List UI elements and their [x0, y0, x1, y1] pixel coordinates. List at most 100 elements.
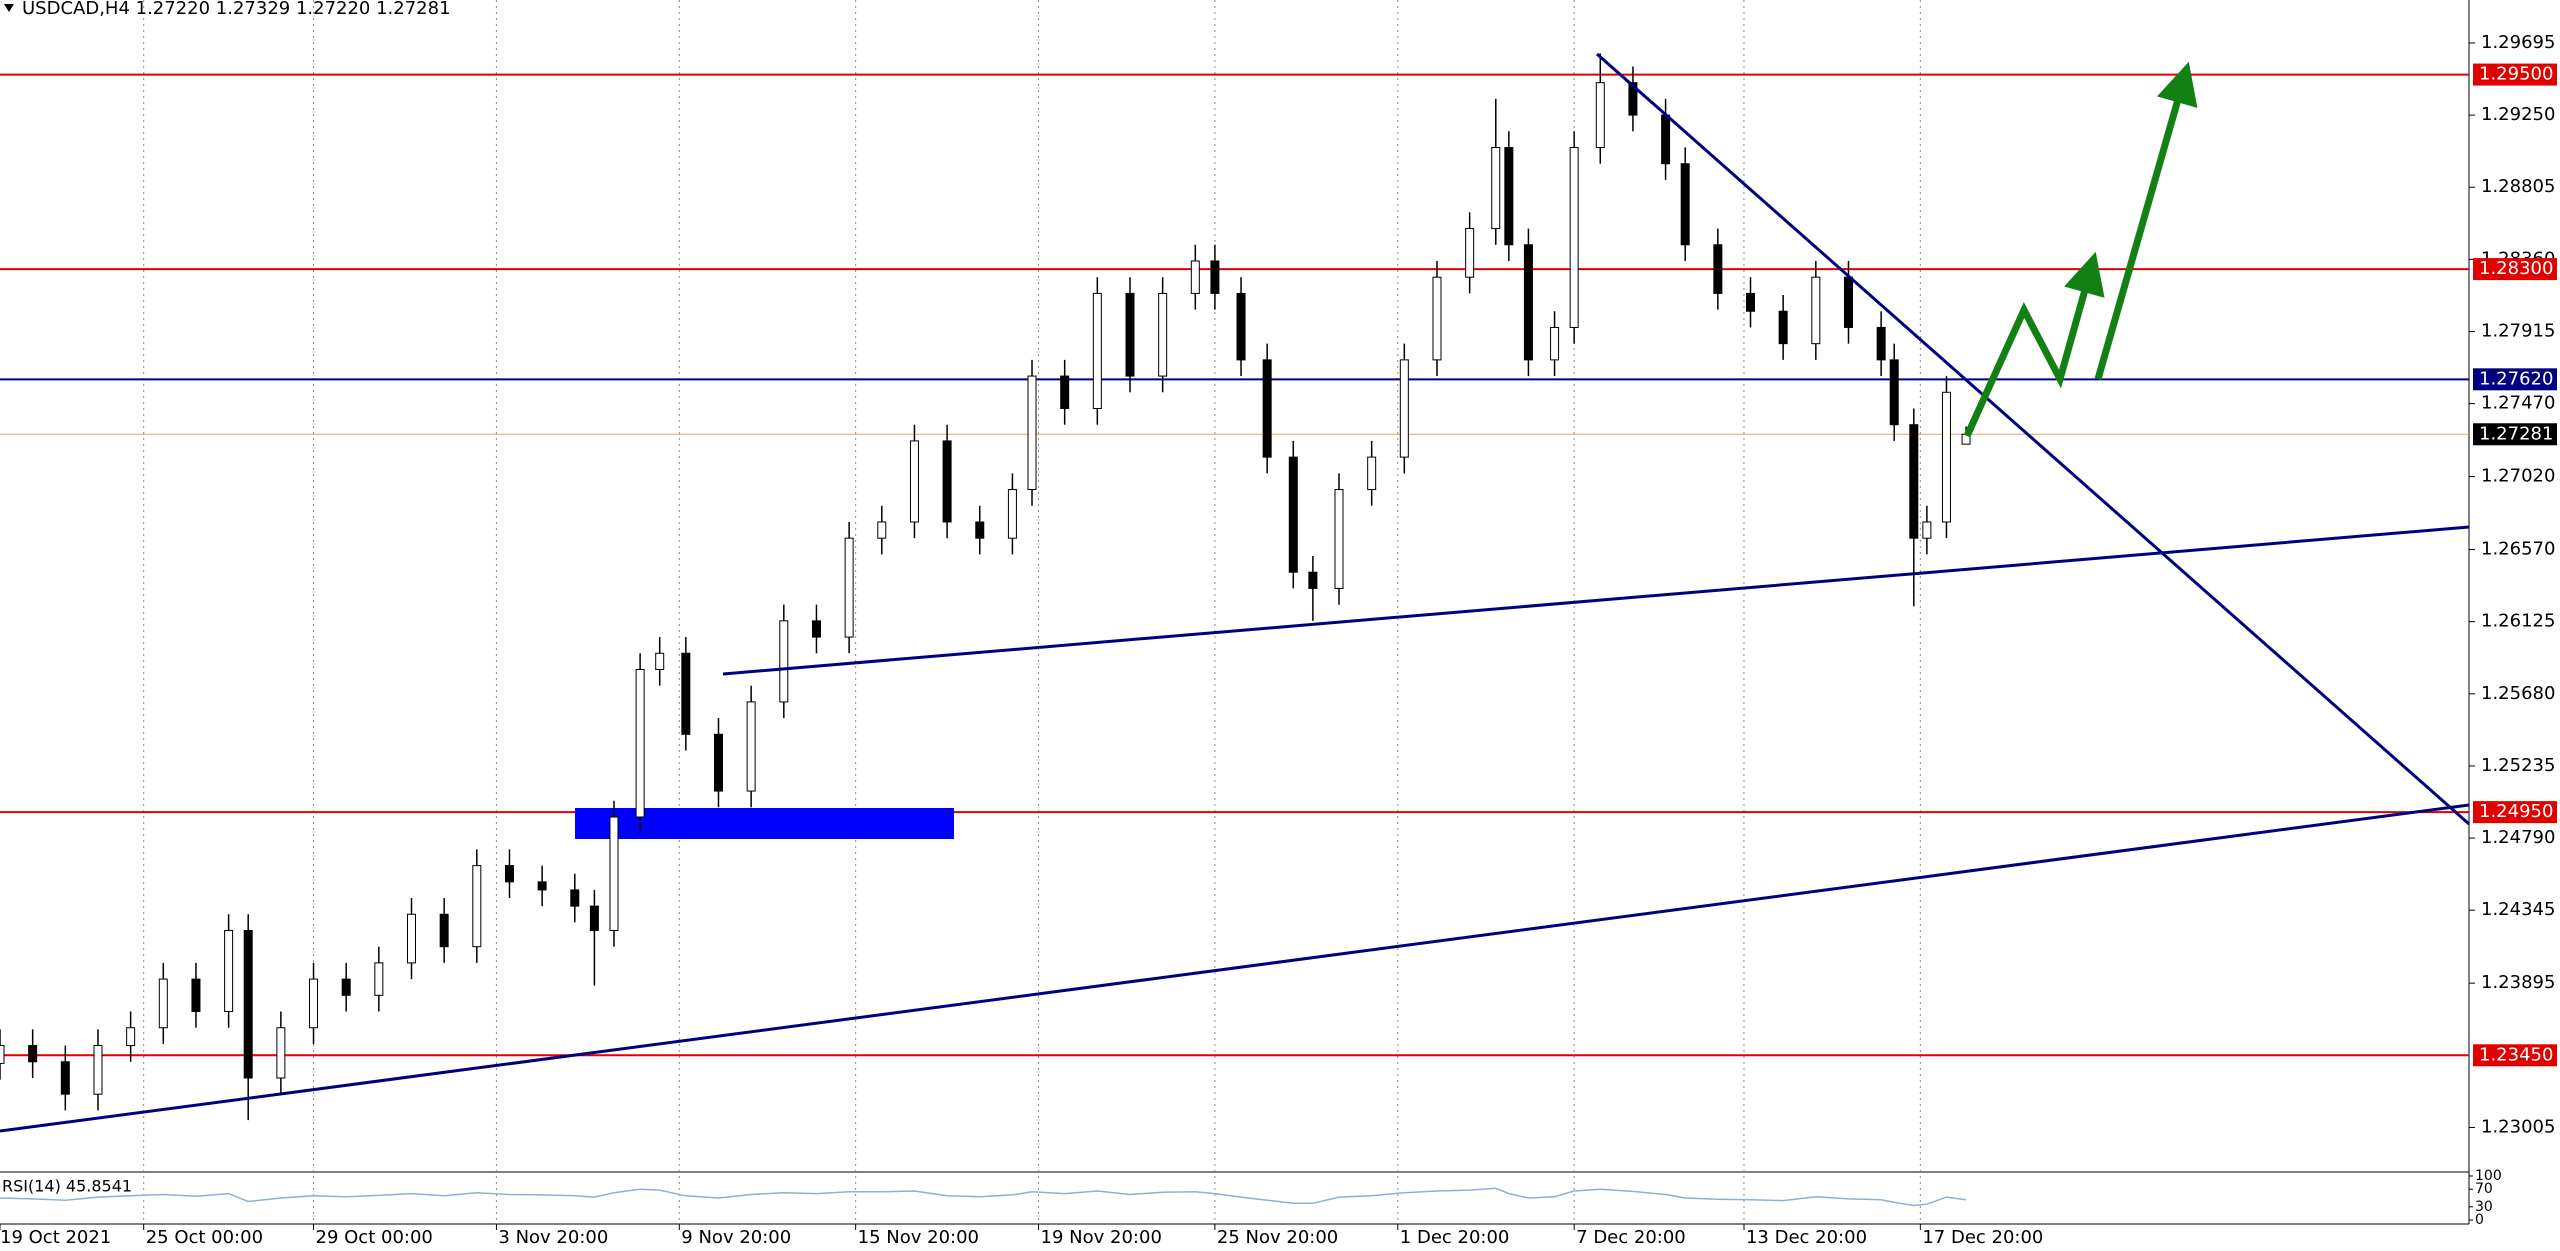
grid	[143, 0, 1921, 1224]
candle-body	[1465, 228, 1475, 278]
rsi-tick-label: 30	[2475, 1199, 2493, 1215]
candle-body	[1595, 82, 1605, 149]
candle-body	[1680, 163, 1690, 246]
level-tag	[2473, 368, 2557, 391]
chart-header: USDCAD,H4 1.27220 1.27329 1.27220 1.2728…	[22, 0, 451, 19]
candle-body	[1504, 147, 1514, 246]
candle-body	[60, 1061, 70, 1095]
y-tick-label: 1.29250	[2481, 104, 2555, 125]
trendline-middle	[722, 525, 2470, 676]
candle-body	[942, 440, 952, 523]
rsi-label: RSI(14) 45.8541	[2, 1177, 132, 1196]
candle-body	[1399, 359, 1409, 458]
candle-body	[0, 1045, 5, 1064]
y-tick-label: 1.26125	[2481, 611, 2555, 632]
candle-body	[1158, 292, 1168, 377]
candle-body	[570, 889, 580, 907]
x-tick-label: 13 Dec 20:00	[1746, 1227, 1867, 1248]
candle-body	[1778, 310, 1788, 345]
level-label: 1.23450	[2479, 1044, 2553, 1065]
candle-body	[609, 816, 619, 931]
candle-body	[439, 913, 449, 948]
candle-body	[779, 620, 789, 703]
x-tick-label: 9 Nov 20:00	[681, 1227, 791, 1248]
candle-body	[655, 652, 665, 670]
candle-body	[472, 865, 482, 948]
y-tick-label: 1.27915	[2481, 320, 2555, 341]
demand-zone	[575, 808, 954, 839]
candle-body	[844, 537, 854, 638]
candle-body	[1941, 391, 1951, 523]
candle-body	[1746, 292, 1756, 312]
candle-body	[1876, 326, 1886, 361]
candle-body	[1811, 276, 1821, 345]
candle-body	[1190, 260, 1200, 294]
y-tick-label: 1.29695	[2481, 32, 2555, 53]
y-tick-label: 1.28805	[2481, 176, 2555, 197]
candle-body	[407, 913, 416, 964]
candle-body	[877, 521, 887, 539]
candle-body	[341, 978, 351, 996]
y-tick-label: 1.25235	[2481, 755, 2555, 776]
x-tick-label: 29 Oct 00:00	[316, 1227, 433, 1248]
candle-body	[126, 1027, 136, 1047]
candle-body	[537, 881, 547, 891]
x-tick-label: 7 Dec 20:00	[1576, 1227, 1686, 1248]
level-label: 1.28300	[2479, 258, 2553, 279]
candle-body	[1628, 82, 1638, 116]
axes: 1.296951.292501.288051.283601.279151.274…	[0, 32, 2557, 1248]
rsi-line	[0, 1187, 1967, 1207]
candle-body	[1060, 375, 1070, 409]
candle-body	[158, 978, 168, 1029]
candle-body	[1661, 114, 1671, 165]
menu-triangle	[4, 4, 14, 12]
candle-body	[309, 978, 319, 1029]
trendline-lower	[0, 803, 2470, 1133]
level-tag	[2473, 63, 2557, 86]
candles	[0, 53, 1971, 1121]
candle-body	[1909, 424, 1919, 539]
level-label: 1.27281	[2479, 423, 2553, 444]
candle-body	[1523, 244, 1533, 361]
y-tick-label: 1.25680	[2481, 683, 2555, 704]
candle-body	[1550, 326, 1560, 361]
candle-body	[1092, 292, 1102, 409]
candle-body	[1432, 276, 1442, 361]
candle-body	[1236, 292, 1246, 361]
x-tick-label: 3 Nov 20:00	[498, 1227, 608, 1248]
y-tick-label: 1.27470	[2481, 393, 2555, 414]
candle-body	[975, 521, 985, 539]
candle-body	[713, 733, 723, 792]
candle-body	[1367, 456, 1377, 491]
candle-body	[681, 652, 691, 735]
x-tick-label: 19 Oct 2021	[0, 1227, 111, 1248]
y-tick-label: 1.24345	[2481, 899, 2555, 920]
x-tick-label: 25 Oct 00:00	[146, 1227, 263, 1248]
candle-body	[93, 1045, 103, 1095]
candle-body	[1569, 147, 1579, 328]
y-tick-label: 1.24790	[2481, 827, 2555, 848]
rsi-tick-label: 0	[2475, 1212, 2484, 1228]
rsi-tick-label: 70	[2475, 1181, 2493, 1197]
candle-body	[1713, 244, 1723, 294]
levels	[0, 73, 2469, 1057]
candle-body	[746, 701, 756, 792]
x-tick-label: 25 Nov 20:00	[1217, 1227, 1338, 1248]
projection-arrow	[2094, 61, 2198, 380]
x-tick-label: 15 Nov 20:00	[858, 1227, 979, 1248]
projection-arrow	[1963, 251, 2105, 438]
candle-body	[1262, 359, 1272, 458]
candle-body	[1027, 375, 1037, 491]
level-tag	[2473, 423, 2557, 446]
candle-body	[1210, 260, 1220, 294]
candle-body	[276, 1027, 286, 1079]
rsi-tick-label: 100	[2475, 1168, 2502, 1184]
level-tag	[2473, 801, 2557, 824]
candle-body	[1843, 276, 1853, 328]
candle-body	[243, 929, 253, 1079]
candle-body	[224, 929, 234, 1013]
candle-body	[504, 865, 514, 883]
candle-body	[909, 440, 919, 523]
x-tick-label: 17 Dec 20:00	[1922, 1227, 2043, 1248]
